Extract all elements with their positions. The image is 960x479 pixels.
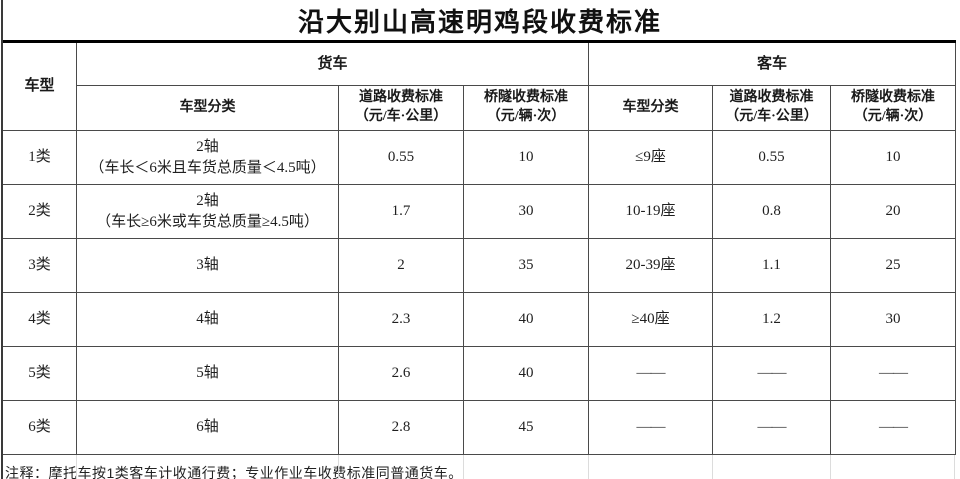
cell-bus-road-rate: 1.1 (712, 238, 832, 293)
header-bus-road-rate: 道路收费标准 （元/车·公里） (712, 85, 832, 131)
cell-truck-road-rate: 2.3 (338, 292, 464, 347)
cell-truck-road-rate: 1.7 (338, 184, 464, 239)
footnote-row: 注释：摩托车按1类客车计收通行费；专业作业车收费标准同普通货车。 (0, 455, 960, 479)
faint-gridline (954, 455, 955, 479)
cell-bus-class: ≥40座 (588, 292, 714, 347)
header-truck-bridge-rate: 桥隧收费标准 （元/辆·次） (462, 85, 590, 131)
header-bus-class: 车型分类 (588, 85, 714, 131)
header-truck-road-rate: 道路收费标准 （元/车·公里） (338, 85, 464, 131)
cell-truck-road-rate: 0.55 (338, 130, 464, 185)
header-truck-class: 车型分类 (76, 85, 339, 131)
page-title: 沿大别山高速明鸡段收费标准 (297, 6, 662, 37)
cell-bus-bridge-rate: —— (830, 400, 957, 455)
page-left-border (1, 0, 3, 479)
cell-bus-road-rate: 0.55 (712, 130, 832, 185)
cell-truck-class: 2轴 （车长≥6米或车货总质量≥4.5吨） (76, 184, 339, 239)
cell-truck-class: 5轴 (76, 346, 339, 401)
table-row: 5类 5轴 2.6 40 —— —— —— (2, 346, 957, 401)
cell-bus-road-rate: —— (712, 346, 832, 401)
cell-truck-class: 2轴 （车长＜6米且车货总质量＜4.5吨） (76, 130, 339, 185)
cell-vehicle-type: 5类 (2, 346, 77, 401)
title-bar: 沿大别山高速明鸡段收费标准 (0, 0, 960, 40)
cell-vehicle-type: 6类 (2, 400, 77, 455)
cell-bus-bridge-rate: 30 (830, 292, 957, 347)
cell-vehicle-type: 3类 (2, 238, 77, 293)
cell-vehicle-type: 4类 (2, 292, 77, 347)
cell-bus-class: ≤9座 (588, 130, 714, 185)
cell-truck-class: 4轴 (76, 292, 339, 347)
cell-bus-bridge-rate: 10 (830, 130, 957, 185)
faint-gridline (712, 455, 713, 479)
cell-vehicle-type: 1类 (2, 130, 77, 185)
header-truck-group: 货车 (75, 41, 590, 86)
faint-gridline (338, 455, 339, 479)
cell-bus-class: —— (588, 346, 714, 401)
table-row: 1类 2轴 （车长＜6米且车货总质量＜4.5吨） 0.55 10 ≤9座 0.5… (2, 130, 957, 185)
cell-bus-bridge-rate: 25 (830, 238, 957, 293)
cell-bus-bridge-rate: 20 (830, 184, 957, 239)
cell-bus-bridge-rate: —— (830, 346, 957, 401)
header-bus-bridge-rate: 桥隧收费标准 （元/辆·次） (830, 85, 957, 131)
cell-truck-bridge-rate: 40 (462, 346, 590, 401)
cell-truck-road-rate: 2.6 (338, 346, 464, 401)
table-header-group-row: 车型 货车 客车 (2, 41, 957, 131)
cell-bus-road-rate: —— (712, 400, 832, 455)
faint-gridline (588, 455, 589, 479)
header-vehicle-type: 车型 (2, 41, 77, 131)
cell-bus-road-rate: 0.8 (712, 184, 832, 239)
table-row: 3类 3轴 2 35 20-39座 1.1 25 (2, 238, 957, 293)
table-header-sub-row: 车型分类 道路收费标准 （元/车·公里） 桥隧收费标准 （元/辆·次） 车型分类… (3, 85, 957, 131)
table-row: 6类 6轴 2.8 45 —— —— —— (2, 400, 957, 455)
header-bus-group: 客车 (588, 41, 957, 86)
cell-truck-road-rate: 2 (338, 238, 464, 293)
cell-bus-road-rate: 1.2 (712, 292, 832, 347)
cell-truck-class: 3轴 (76, 238, 339, 293)
cell-truck-class: 6轴 (76, 400, 339, 455)
cell-truck-bridge-rate: 40 (462, 292, 590, 347)
cell-truck-bridge-rate: 10 (462, 130, 590, 185)
footnote-text: 注释：摩托车按1类客车计收通行费；专业作业车收费标准同普通货车。 (5, 465, 463, 479)
table-row: 2类 2轴 （车长≥6米或车货总质量≥4.5吨） 1.7 30 10-19座 0… (2, 184, 957, 239)
table-row: 4类 4轴 2.3 40 ≥40座 1.2 30 (2, 292, 957, 347)
cell-vehicle-type: 2类 (2, 184, 77, 239)
toll-rate-table: 车型 货车 客车 车型分类 道路收费标准 （元/车·公里） 桥隧收费标准 （元/… (2, 40, 957, 455)
faint-gridline (830, 455, 831, 479)
cell-truck-bridge-rate: 30 (462, 184, 590, 239)
cell-bus-class: 10-19座 (588, 184, 714, 239)
cell-bus-class: 20-39座 (588, 238, 714, 293)
faint-gridline (463, 455, 464, 479)
cell-bus-class: —— (588, 400, 714, 455)
faint-gridline (76, 455, 77, 479)
cell-truck-bridge-rate: 45 (462, 400, 590, 455)
cell-truck-road-rate: 2.8 (338, 400, 464, 455)
cell-truck-bridge-rate: 35 (462, 238, 590, 293)
